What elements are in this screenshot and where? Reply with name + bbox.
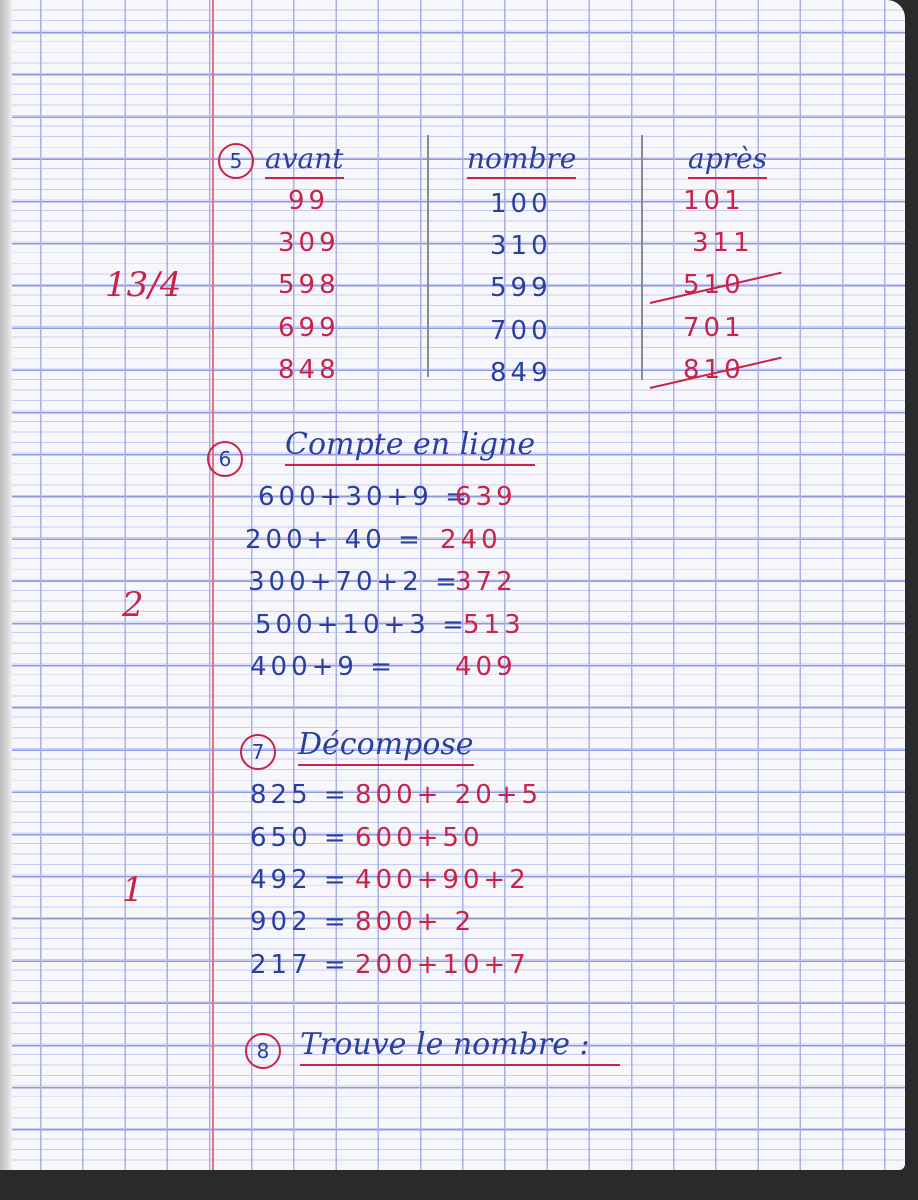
margin-score: 13/4 bbox=[105, 265, 182, 305]
number: 217 = bbox=[250, 950, 350, 980]
decomposition: 800+ 2 bbox=[355, 907, 476, 937]
result: 240 bbox=[440, 525, 502, 555]
section-title: Décompose bbox=[298, 730, 474, 766]
header-apres: après bbox=[688, 145, 767, 179]
result: 372 bbox=[455, 567, 517, 597]
exercise-number-7: 7 bbox=[240, 734, 276, 770]
number: 650 = bbox=[250, 823, 350, 853]
avant-value: 848 bbox=[278, 355, 340, 385]
header-avant: avant bbox=[265, 145, 344, 179]
expression: 500+10+3 = bbox=[255, 610, 468, 640]
number: 902 = bbox=[250, 907, 350, 937]
nombre-value: 310 bbox=[490, 231, 552, 261]
result: 409 bbox=[455, 652, 517, 682]
decomposition: 600+50 bbox=[355, 823, 484, 853]
nombre-value: 849 bbox=[490, 358, 552, 388]
column-divider bbox=[427, 135, 429, 377]
avant-value: 309 bbox=[278, 228, 340, 258]
result: 513 bbox=[463, 610, 525, 640]
apres-value: 311 bbox=[692, 228, 754, 258]
expression: 200+ 40 = bbox=[245, 525, 424, 555]
page-edge bbox=[0, 0, 12, 1170]
apres-value: 701 bbox=[683, 313, 745, 343]
expression: 400+9 = bbox=[250, 652, 397, 682]
expression: 300+70+2 = bbox=[248, 567, 461, 597]
nombre-value: 599 bbox=[490, 273, 552, 303]
decomposition: 400+90+2 bbox=[355, 865, 530, 895]
notebook-page: 13/4 2 1 5 avant nombre après 99 100 101 30… bbox=[0, 0, 905, 1170]
decomposition: 800+ 20+5 bbox=[355, 780, 543, 810]
decomposition: 200+10+7 bbox=[355, 950, 530, 980]
nombre-value: 100 bbox=[490, 189, 552, 219]
margin-score: 2 bbox=[122, 585, 144, 625]
avant-value: 598 bbox=[278, 270, 340, 300]
exercise-number-5: 5 bbox=[218, 143, 254, 179]
avant-value: 699 bbox=[278, 313, 340, 343]
exercise-number-6: 6 bbox=[207, 441, 243, 477]
expression: 600+30+9 = bbox=[258, 482, 471, 512]
margin-score: 1 bbox=[122, 870, 144, 910]
column-divider bbox=[641, 135, 643, 380]
section-title: Compte en ligne bbox=[285, 430, 536, 466]
section-title: Trouve le nombre : bbox=[300, 1030, 620, 1066]
header-nombre: nombre bbox=[467, 145, 577, 179]
apres-value: 101 bbox=[683, 186, 745, 216]
result: 639 bbox=[455, 482, 517, 512]
exercise-number-8: 8 bbox=[245, 1033, 281, 1069]
nombre-value: 700 bbox=[490, 316, 552, 346]
avant-value: 99 bbox=[288, 186, 330, 216]
number: 492 = bbox=[250, 865, 350, 895]
number: 825 = bbox=[250, 780, 350, 810]
